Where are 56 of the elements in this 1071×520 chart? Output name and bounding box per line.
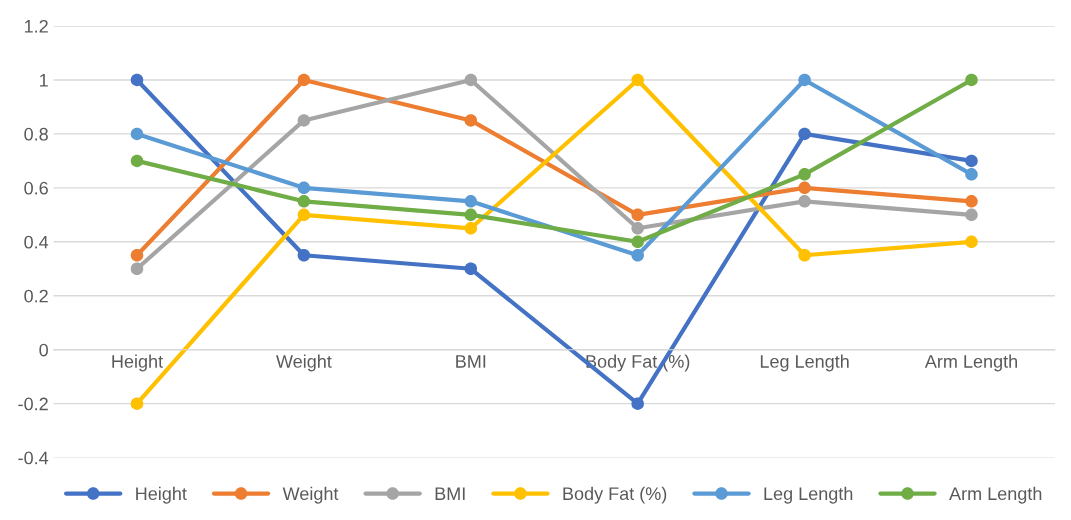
point: [464, 262, 478, 276]
y-tick-label: 0.4: [24, 235, 49, 249]
legend-label: Height: [136, 486, 187, 504]
point: [798, 181, 811, 195]
legend-label: BMI: [435, 487, 465, 500]
point: [965, 154, 978, 168]
x-tick-label: Weight: [276, 354, 332, 372]
point: [464, 222, 478, 235]
point: [297, 249, 311, 262]
point: [631, 73, 644, 87]
y-tick-label: -0.2: [18, 397, 48, 411]
y-tick-label: 1: [40, 74, 48, 87]
point: [965, 235, 978, 249]
y-tick-label: 1.2: [24, 19, 48, 33]
point: [464, 73, 478, 87]
point: [464, 195, 478, 208]
point: [130, 127, 144, 141]
legend-label: Leg Length: [764, 486, 853, 504]
point: [798, 127, 811, 141]
y-tick-label: 0.8: [24, 127, 48, 141]
point: [798, 195, 811, 208]
point: [297, 181, 311, 195]
point: [965, 208, 978, 222]
y-tick-label: 0.6: [24, 181, 48, 195]
point: [631, 397, 644, 410]
point: [631, 235, 644, 249]
point: [965, 168, 978, 181]
y-tick-label: 0.2: [24, 289, 48, 303]
y-tick-label: -0.4: [18, 451, 49, 465]
point: [798, 73, 811, 87]
point: [130, 73, 144, 87]
x-tick-label: Height: [112, 354, 163, 372]
point: [631, 208, 644, 222]
point: [130, 249, 144, 262]
point: [297, 208, 311, 222]
point: [965, 73, 978, 87]
point: [464, 208, 478, 222]
x-tick-label: Leg Length: [760, 354, 849, 372]
point: [798, 168, 811, 181]
point: [965, 195, 978, 208]
point: [631, 249, 644, 262]
point: [464, 114, 478, 127]
point: [130, 262, 144, 276]
legend-label: Arm Length: [949, 486, 1042, 504]
point: [130, 154, 144, 168]
x-tick-label: BMI: [456, 355, 486, 368]
point: [631, 222, 644, 235]
legend-label: Body Fat (%): [563, 486, 667, 504]
point: [297, 73, 311, 87]
y-tick-label: 0: [39, 343, 48, 357]
point: [297, 114, 311, 127]
point: [297, 195, 311, 208]
legend-label: Weight: [282, 486, 339, 504]
point: [130, 397, 144, 410]
point: [798, 249, 811, 262]
x-tick-label: Arm Length: [924, 354, 1017, 372]
